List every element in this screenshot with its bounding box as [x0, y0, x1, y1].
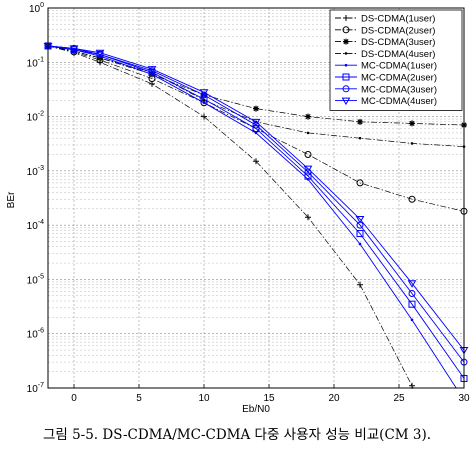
- data-point: [96, 50, 104, 58]
- legend-marker: [342, 73, 350, 81]
- data-point: [408, 300, 416, 308]
- data-point: [147, 66, 157, 74]
- legend-label: MC-CDMA(3user): [361, 84, 437, 95]
- y-tick-label: 10-3: [27, 165, 44, 178]
- y-tick-label: 100: [29, 2, 44, 15]
- y-tick-label: 10-2: [27, 111, 44, 124]
- data-point: [357, 118, 363, 125]
- series-5: [46, 44, 457, 388]
- data-point: [407, 280, 417, 288]
- x-tick-label: 15: [263, 393, 275, 404]
- legend-marker: [343, 38, 349, 45]
- legend-label: DS-CDMA(1user): [361, 14, 435, 25]
- legend-marker: [342, 85, 350, 93]
- legend-marker: [341, 97, 351, 106]
- data-point: [201, 113, 207, 120]
- data-point: [199, 89, 209, 97]
- legend-item: DS-CDMA(1user): [335, 14, 435, 25]
- legend-item: MC-CDMA(4user): [335, 96, 437, 107]
- data-point: [305, 214, 311, 221]
- legend-label: MC-CDMA(2user): [361, 73, 437, 84]
- data-point: [355, 215, 365, 224]
- legend-marker: [344, 52, 348, 55]
- series-line: [48, 45, 464, 351]
- data-point: [408, 195, 416, 203]
- legend: DS-CDMA(1user)DS-CDMA(2user)DS-CDMA(3use…: [329, 9, 463, 111]
- y-tick-label: 10-5: [27, 273, 44, 286]
- legend-box: [329, 9, 463, 111]
- data-point: [356, 230, 364, 238]
- data-point: [304, 151, 312, 159]
- y-tick-label: 10-4: [27, 219, 44, 232]
- data-point: [304, 172, 312, 180]
- data-point: [69, 45, 79, 53]
- legend-item: DS-CDMA(3user): [335, 37, 435, 48]
- series-line: [48, 45, 464, 212]
- data-point: [303, 165, 313, 174]
- legend-item: MC-CDMA(3user): [335, 84, 437, 95]
- data-point: [410, 142, 414, 145]
- data-point: [254, 131, 258, 135]
- data-point: [251, 118, 261, 127]
- x-tick-label: 25: [393, 393, 405, 404]
- data-point: [408, 290, 416, 298]
- x-axis-label: Eb/N0: [242, 404, 270, 415]
- legend-label: DS-CDMA(4user): [361, 49, 435, 60]
- legend-label: DS-CDMA(3user): [361, 37, 435, 48]
- figure-caption: 그림 5-5. DS-CDMA/MC-CDMA 다중 사용자 성능 비교(CM …: [42, 427, 432, 443]
- data-point: [305, 113, 311, 120]
- data-point: [357, 281, 363, 288]
- x-tick-label: 20: [328, 393, 340, 404]
- series-line: [48, 45, 464, 147]
- series-line: [48, 45, 457, 388]
- x-tick-label: 30: [458, 393, 470, 404]
- y-tick-label: 10-7: [27, 382, 44, 395]
- series-line: [48, 45, 464, 363]
- data-point: [358, 136, 362, 140]
- data-point: [253, 105, 259, 112]
- y-axis-label: BEr: [6, 191, 17, 208]
- legend-label: MC-CDMA(4user): [361, 96, 437, 107]
- legend-item: DS-CDMA(2user): [335, 25, 435, 36]
- data-point: [410, 318, 414, 322]
- data-point: [358, 242, 362, 246]
- legend-marker: [343, 15, 349, 21]
- data-point: [95, 49, 105, 58]
- series-line: [48, 45, 464, 379]
- y-tick-label: 10-1: [27, 56, 44, 69]
- data-point: [409, 120, 415, 127]
- plot-frame: [47, 7, 465, 389]
- legend-label: DS-CDMA(2user): [361, 25, 435, 36]
- y-tick-label: 10-6: [27, 328, 44, 341]
- series-group: [43, 42, 469, 389]
- legend-label: MC-CDMA(1user): [361, 61, 437, 72]
- data-point: [306, 131, 310, 135]
- data-point: [356, 179, 364, 187]
- legend-marker: [344, 63, 348, 67]
- data-point: [253, 158, 259, 165]
- legend-item: MC-CDMA(1user): [335, 61, 437, 72]
- x-tick-label: 0: [71, 393, 77, 404]
- legend-item: DS-CDMA(4user): [335, 49, 435, 60]
- x-tick-label: 5: [136, 393, 142, 404]
- legend-marker: [342, 26, 350, 34]
- x-tick-label: 10: [198, 393, 210, 404]
- legend-item: MC-CDMA(2user): [335, 73, 437, 84]
- axis-ticks: 0 5 10 15 20 25 30 100 10-1 10-2 10-3 10-4 10-5 10-6 1…: [27, 2, 470, 404]
